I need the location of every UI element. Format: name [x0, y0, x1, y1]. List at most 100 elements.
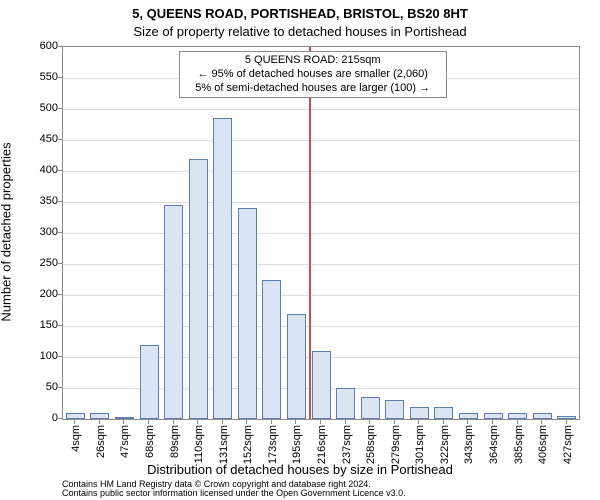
chart-title: 5, QUEENS ROAD, PORTISHEAD, BRISTOL, BS2…	[0, 6, 600, 21]
x-tick-label: 406sqm	[537, 425, 549, 464]
y-tick-label: 600	[28, 40, 58, 52]
plot-area: 5 QUEENS ROAD: 215sqm← 95% of detached h…	[62, 46, 580, 420]
y-tick-mark	[58, 294, 62, 295]
y-tick-mark	[58, 139, 62, 140]
y-tick-label: 50	[28, 381, 58, 393]
y-tick-label: 250	[28, 257, 58, 269]
x-tick-mark	[271, 420, 272, 424]
x-tick-mark	[148, 420, 149, 424]
chart-subtitle: Size of property relative to detached ho…	[0, 24, 600, 39]
y-tick-mark	[58, 263, 62, 264]
x-tick-label: 68sqm	[144, 425, 156, 458]
x-tick-label: 237sqm	[341, 425, 353, 464]
grid-line	[63, 171, 579, 172]
x-tick-mark	[99, 420, 100, 424]
grid-line	[63, 264, 579, 265]
x-tick-label: 343sqm	[463, 425, 475, 464]
y-tick-label: 150	[28, 319, 58, 331]
x-tick-label: 364sqm	[488, 425, 500, 464]
y-axis-label: Number of detached properties	[0, 142, 14, 321]
y-tick-mark	[58, 108, 62, 109]
x-tick-label: 26sqm	[95, 425, 107, 458]
histogram-bar	[336, 388, 355, 419]
y-tick-label: 200	[28, 288, 58, 300]
x-tick-mark	[295, 420, 296, 424]
x-tick-mark	[74, 420, 75, 424]
y-tick-mark	[58, 201, 62, 202]
y-tick-mark	[58, 77, 62, 78]
histogram-bar	[66, 413, 85, 419]
x-tick-label: 89sqm	[169, 425, 181, 458]
grid-line	[63, 326, 579, 327]
x-tick-label: 47sqm	[119, 425, 131, 458]
y-tick-label: 450	[28, 133, 58, 145]
annotation-line: 5% of semi-detached houses are larger (1…	[184, 82, 442, 96]
histogram-bar	[410, 407, 429, 419]
grid-line	[63, 233, 579, 234]
y-tick-label: 550	[28, 71, 58, 83]
x-tick-mark	[443, 420, 444, 424]
x-tick-mark	[566, 420, 567, 424]
x-tick-label: 258sqm	[365, 425, 377, 464]
x-tick-label: 195sqm	[291, 425, 303, 464]
x-tick-label: 279sqm	[390, 425, 402, 464]
x-tick-mark	[246, 420, 247, 424]
x-tick-mark	[541, 420, 542, 424]
annotation-line: 5 QUEENS ROAD: 215sqm	[184, 54, 442, 68]
x-tick-mark	[173, 420, 174, 424]
x-tick-mark	[369, 420, 370, 424]
x-tick-label: 110sqm	[193, 425, 205, 463]
y-tick-label: 300	[28, 226, 58, 238]
histogram-bar	[189, 159, 208, 419]
y-tick-label: 350	[28, 195, 58, 207]
y-tick-mark	[58, 232, 62, 233]
histogram-bar	[115, 417, 134, 419]
x-tick-mark	[123, 420, 124, 424]
histogram-bar	[312, 351, 331, 419]
x-tick-mark	[197, 420, 198, 424]
x-tick-mark	[517, 420, 518, 424]
x-tick-label: 216sqm	[316, 425, 328, 464]
histogram-bar	[557, 416, 576, 419]
x-tick-label: 4sqm	[70, 425, 82, 452]
y-tick-mark	[58, 387, 62, 388]
histogram-bar	[508, 413, 527, 419]
grid-line	[63, 140, 579, 141]
grid-line	[63, 295, 579, 296]
x-tick-label: 301sqm	[414, 425, 426, 464]
histogram-bar	[140, 345, 159, 419]
y-tick-mark	[58, 46, 62, 47]
grid-line	[63, 202, 579, 203]
x-tick-mark	[222, 420, 223, 424]
x-tick-label: 427sqm	[562, 425, 574, 464]
x-tick-label: 322sqm	[439, 425, 451, 464]
y-tick-mark	[58, 356, 62, 357]
x-tick-label: 131sqm	[218, 425, 230, 464]
x-tick-mark	[492, 420, 493, 424]
histogram-bar	[385, 400, 404, 419]
x-tick-label: 173sqm	[267, 425, 279, 464]
annotation-box: 5 QUEENS ROAD: 215sqm← 95% of detached h…	[179, 51, 447, 98]
y-tick-mark	[58, 170, 62, 171]
histogram-bar	[434, 407, 453, 419]
y-tick-label: 0	[28, 412, 58, 424]
x-axis-label: Distribution of detached houses by size …	[0, 462, 600, 477]
grid-line	[63, 109, 579, 110]
histogram-bar	[238, 208, 257, 419]
histogram-bar	[164, 205, 183, 419]
histogram-bar	[484, 413, 503, 419]
histogram-bar	[361, 397, 380, 419]
x-tick-label: 385sqm	[513, 425, 525, 464]
y-tick-label: 500	[28, 102, 58, 114]
footnote: Contains HM Land Registry data © Crown c…	[62, 480, 406, 499]
histogram-bar	[213, 118, 232, 419]
y-tick-mark	[58, 325, 62, 326]
histogram-bar	[459, 413, 478, 419]
histogram-bar	[533, 413, 552, 419]
histogram-bar	[287, 314, 306, 419]
x-tick-mark	[345, 420, 346, 424]
x-tick-mark	[320, 420, 321, 424]
x-tick-mark	[418, 420, 419, 424]
annotation-line: ← 95% of detached houses are smaller (2,…	[184, 68, 442, 82]
reference-line	[309, 47, 311, 419]
